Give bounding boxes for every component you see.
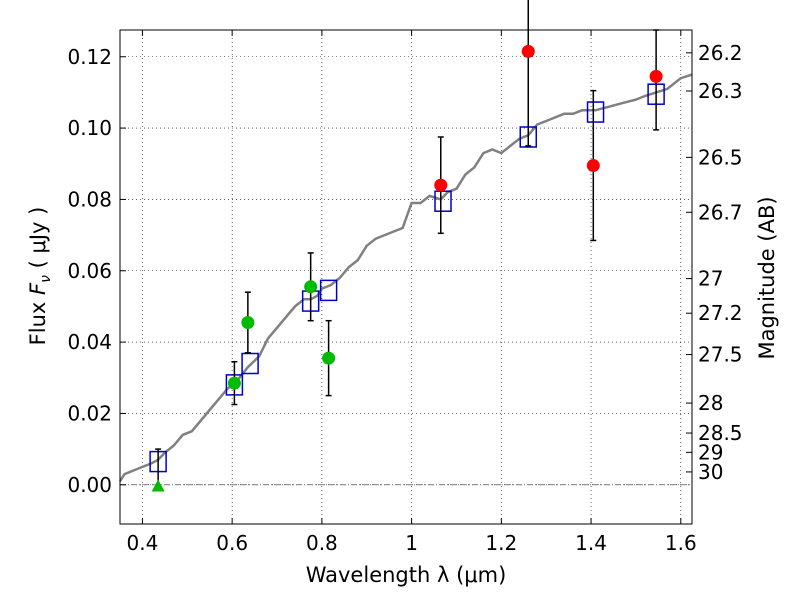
x-tick-label: 0.6 [216, 531, 248, 555]
x-tick-label: 1.2 [485, 531, 517, 555]
right-tick-label: 28 [698, 391, 723, 415]
right-tick-label: 27.2 [698, 301, 743, 325]
x-tick-label: 1.6 [665, 531, 697, 555]
model-spectrum-line [118, 73, 693, 482]
model-spectrum [118, 73, 693, 482]
model-point [586, 101, 605, 123]
red-point [434, 178, 448, 192]
green-upper-limit-point [151, 479, 165, 492]
x-tick-label: 0.8 [306, 531, 338, 555]
right-tick-label: 27 [698, 267, 723, 291]
green-point [227, 376, 241, 390]
y-tick-label: 0.08 [67, 187, 112, 211]
right-tick-label: 26.2 [698, 41, 743, 65]
error-bars [155, 0, 660, 488]
x-axis-label: Wavelength λ (μm) [306, 563, 507, 587]
green-point [241, 315, 255, 329]
right-tick-label: 28.5 [698, 421, 743, 445]
right-tick-label: 29 [698, 440, 723, 464]
green-data-points [151, 280, 336, 492]
model-point [319, 279, 338, 302]
y-axis-label: Flux Fν ( μJy ) [26, 207, 54, 346]
grid-lines [120, 30, 692, 524]
model-point [434, 190, 452, 212]
model-photometry-points [149, 83, 665, 473]
y-tick-label: 0.00 [67, 473, 112, 497]
right-tick-label: 26.3 [698, 79, 743, 103]
red-point [586, 159, 600, 173]
x-tick-label: 1.4 [575, 531, 607, 555]
green-point [322, 351, 336, 365]
green-point [304, 280, 318, 294]
y-tick-label: 0.12 [67, 45, 112, 69]
plot-frame [119, 29, 693, 525]
red-point [521, 44, 535, 58]
x-tick-label: 0.4 [127, 531, 159, 555]
red-data-points [434, 44, 663, 192]
x-tick-label: 1 [405, 531, 418, 555]
y-axis-label-suffix: ( μJy ) [26, 207, 50, 275]
y-axis-label-subscript: ν [38, 275, 54, 283]
y-tick-label: 0.06 [67, 259, 112, 283]
y-axis-label-variable: F [26, 282, 50, 295]
axis-tick-labels: 0.4 0.6 0.8 1 1.2 1.4 1.6 0.00 0.02 0.04 0.06 0.08 0… [67, 41, 742, 555]
right-axis-label: Magnitude (AB) [755, 196, 779, 359]
y-tick-label: 0.10 [67, 116, 112, 140]
y-axis-label-prefix: Flux [26, 295, 50, 345]
right-tick-label: 27.5 [698, 343, 743, 367]
y-tick-label: 0.02 [67, 401, 112, 425]
axis-ticks [120, 30, 692, 524]
y-tick-label: 0.04 [67, 330, 112, 354]
right-tick-label: 26.5 [698, 145, 743, 169]
red-point [649, 69, 663, 83]
right-tick-label: 26.7 [698, 200, 743, 224]
right-tick-label: 30 [698, 460, 723, 484]
